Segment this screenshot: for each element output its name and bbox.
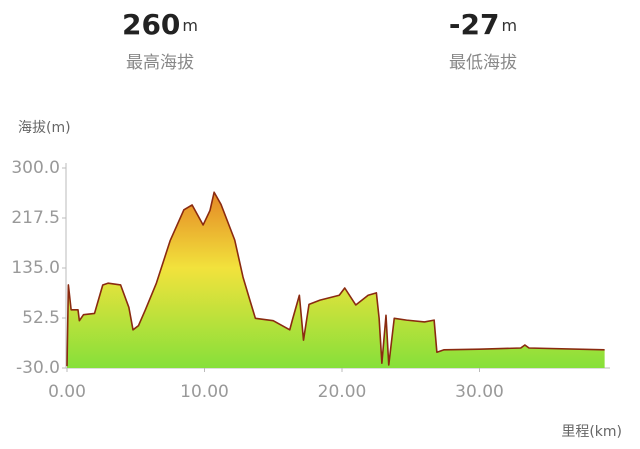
y-tick-label: 135.0 xyxy=(11,258,60,278)
y-tick-label: 300.0 xyxy=(11,158,60,178)
x-tick-label: 30.00 xyxy=(455,382,504,402)
y-tick-label: 217.5 xyxy=(11,208,60,228)
y-tick-label: 52.5 xyxy=(22,308,60,328)
max-elevation: 260 m xyxy=(122,8,198,41)
stat-unit: m xyxy=(502,16,518,35)
stat-unit: m xyxy=(182,16,198,35)
y-axis-label: 海拔(m) xyxy=(18,120,71,136)
stat-value: -27 xyxy=(449,8,500,41)
min-elevation: -27 m xyxy=(449,8,517,41)
elevation-area xyxy=(67,192,605,368)
x-axis-label: 里程(km) xyxy=(561,424,622,440)
x-tick-label: 10.00 xyxy=(180,382,229,402)
elevation-line xyxy=(66,191,605,367)
y-tick-label: -30.0 xyxy=(16,358,60,378)
stat-label: 最高海拔 xyxy=(126,53,194,73)
stat-value: 260 xyxy=(122,8,180,41)
stat-label: 最低海拔 xyxy=(449,53,517,73)
x-tick-label: 0.00 xyxy=(48,382,86,402)
x-tick-label: 20.00 xyxy=(318,382,367,402)
